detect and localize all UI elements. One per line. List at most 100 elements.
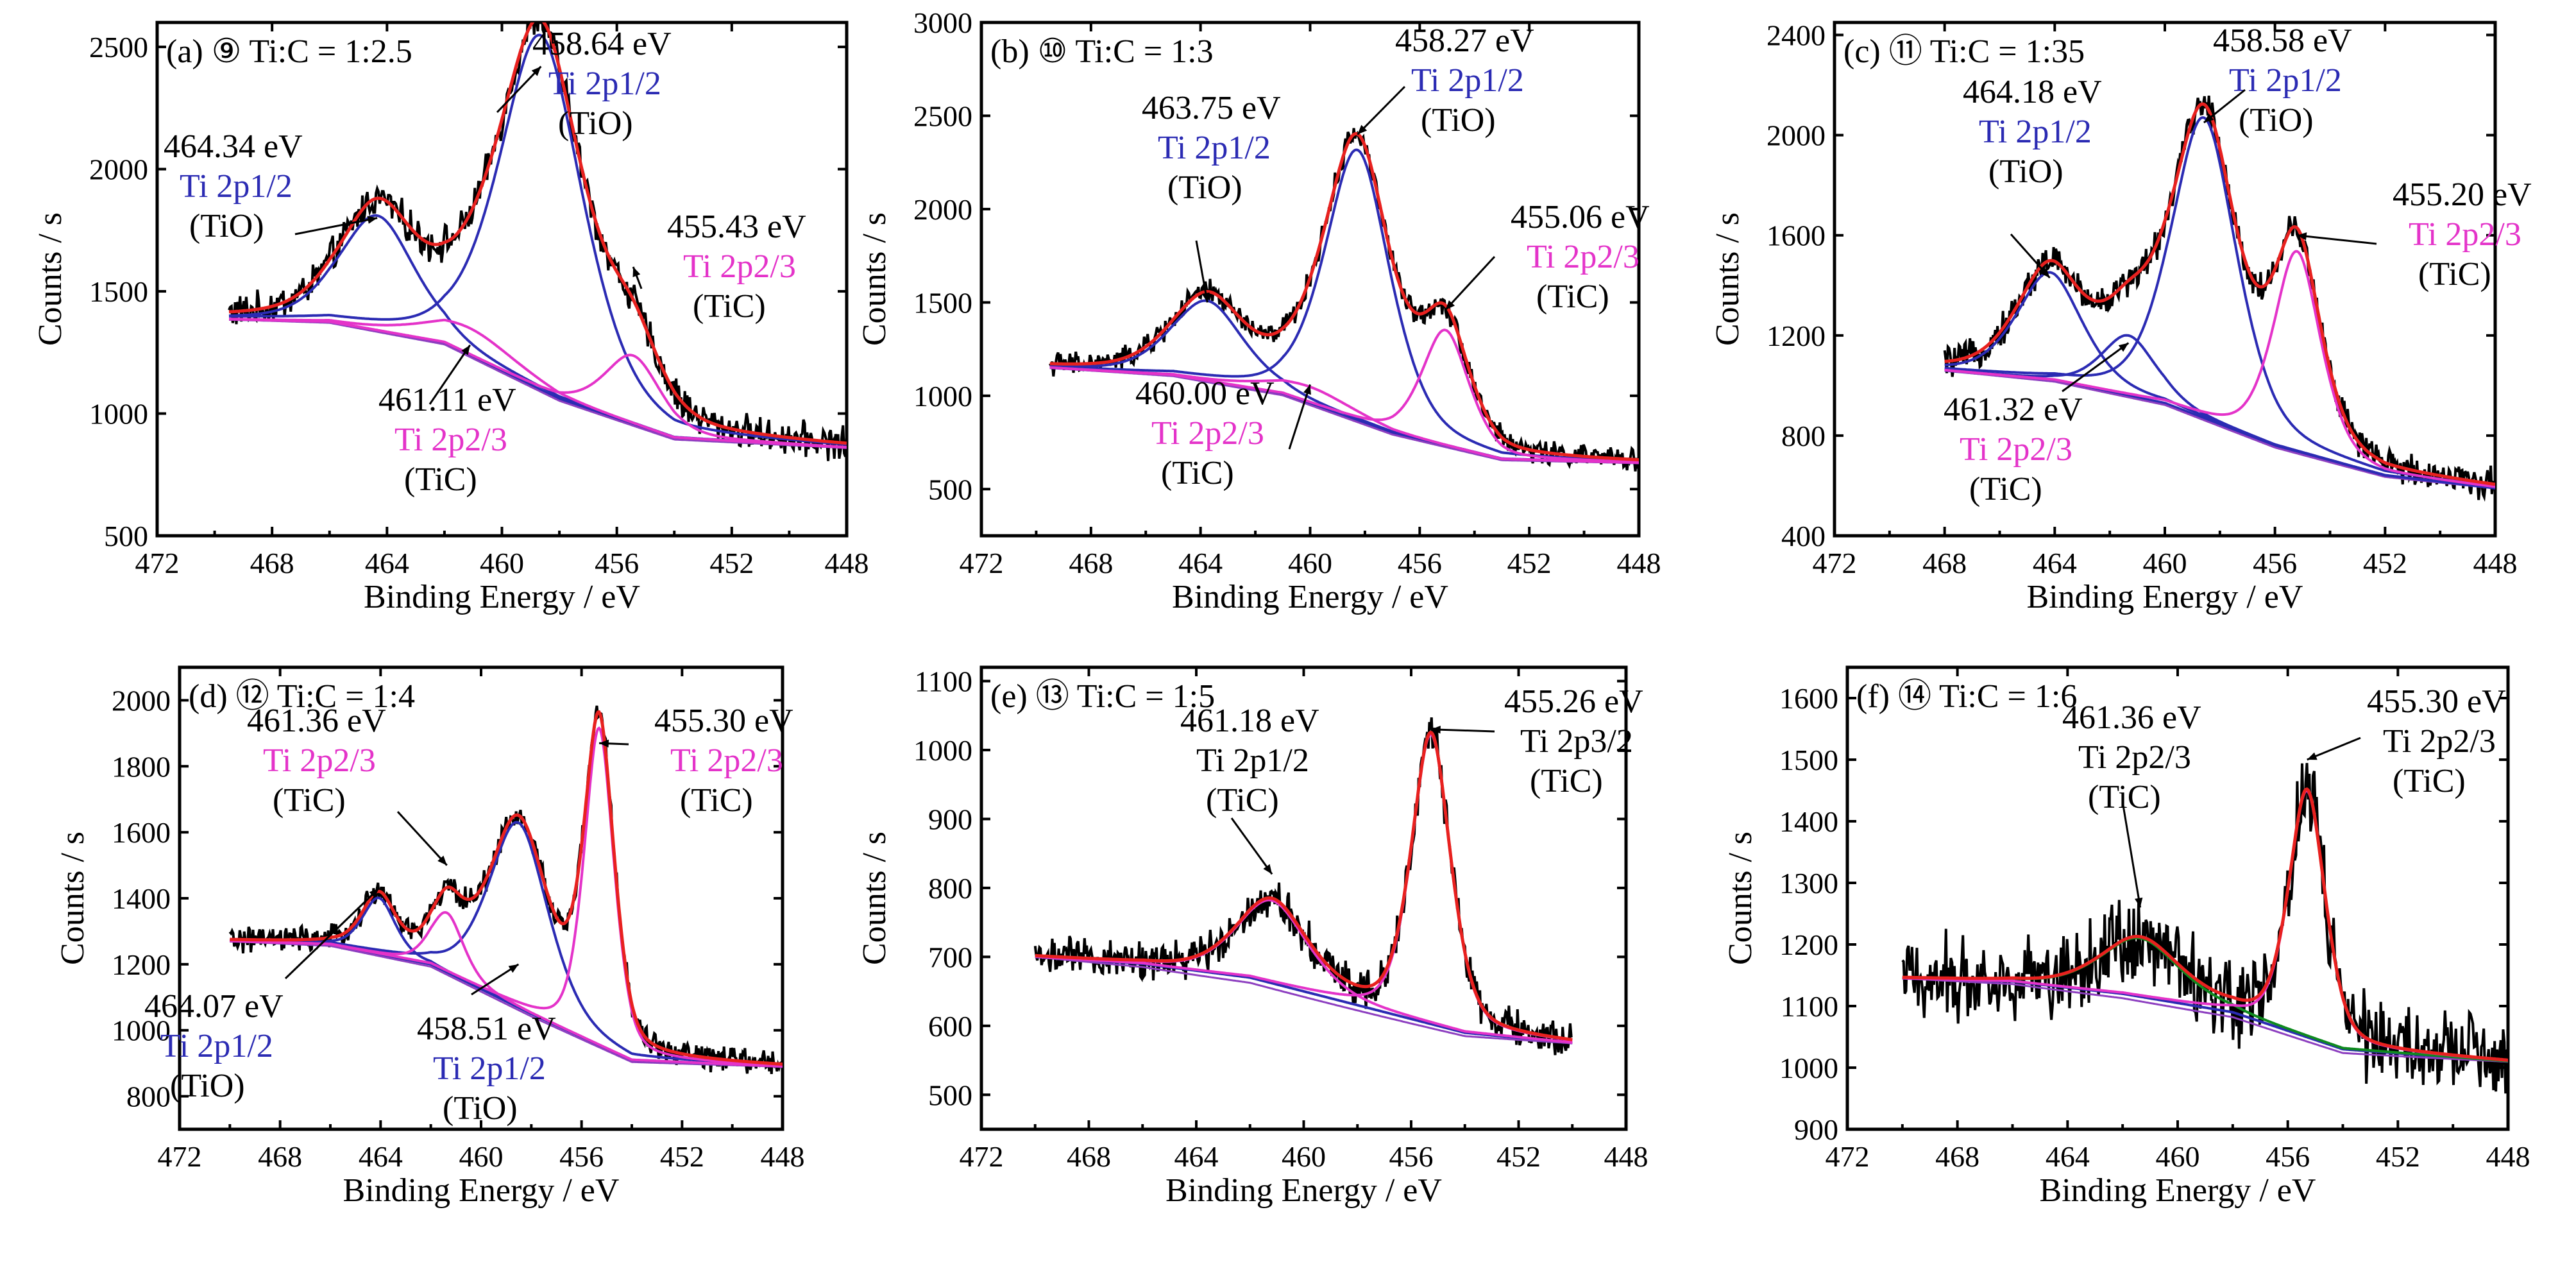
peak-phase: (TiC)	[1536, 278, 1609, 315]
annotation-arrow	[1357, 85, 1406, 135]
fit-component-455.43	[229, 318, 847, 448]
annotation-arrow	[496, 65, 542, 114]
arrow-head	[632, 266, 641, 277]
peak-phase: (TiC)	[273, 782, 346, 819]
y-tick-label: 2000	[913, 193, 972, 226]
x-tick-label: 468	[1069, 547, 1113, 579]
fit-envelope	[1035, 730, 1573, 1041]
x-tick-label: 468	[250, 547, 294, 579]
arrow-head	[1430, 725, 1441, 734]
annotation-arrow	[1195, 240, 1208, 303]
x-tick-label: 456	[559, 1140, 604, 1173]
x-tick-label: 468	[258, 1140, 302, 1173]
panel-title: (c) ⑪ Ti:C = 1:35	[1843, 33, 2085, 70]
x-axis-label: Binding Energy / eV	[364, 579, 640, 615]
peak-energy: 455.26 eV	[1504, 683, 1643, 720]
y-tick-label: 900	[928, 803, 972, 835]
peak-energy: 455.30 eV	[2367, 683, 2506, 720]
x-tick-label: 468	[1935, 1140, 1979, 1173]
background-line-2	[1035, 955, 1573, 1045]
y-tick-label: 2000	[112, 684, 171, 717]
chart-panel-f: 472 468 464 460 456 452 448 900 1000 1100 1200 1300…	[1722, 665, 2530, 1209]
composition-ratio: Ti:C = 1:2.5	[241, 33, 412, 70]
peak-annotation: 463.75 eV Ti 2p1/2(TiO)	[1142, 90, 1281, 303]
peak-assignment: Ti 2p2/3	[2078, 739, 2191, 776]
y-tick-label: 900	[1794, 1113, 1838, 1146]
peak-assignment: Ti 2p1/2	[1196, 742, 1309, 779]
peak-phase: (TiC)	[1530, 763, 1603, 799]
y-tick-label: 1300	[1779, 867, 1838, 900]
curves	[228, 22, 847, 461]
arrow-head	[461, 345, 470, 355]
peak-phase: (TiC)	[1206, 782, 1279, 819]
y-axis-label: Counts / s	[1722, 832, 1759, 965]
annotation-arrow	[1445, 255, 1496, 311]
x-tick-label: 464	[2033, 547, 2077, 579]
curves	[1901, 763, 2508, 1094]
y-axis-label: Counts / s	[55, 832, 91, 965]
annotation-arrow	[2010, 234, 2051, 279]
y-tick-label: 1800	[112, 750, 171, 783]
x-tick-label: 472	[1826, 1140, 1870, 1173]
fit-envelope	[228, 22, 847, 445]
chart-panel-e: 472 468 464 460 456 452 448 500 600 700 800 900 1000…	[856, 665, 1648, 1209]
annotation-arrow	[428, 345, 471, 405]
peak-energy: 455.30 eV	[654, 703, 793, 739]
y-tick-label: 1200	[1779, 928, 1838, 961]
annotation-arrow	[2307, 737, 2361, 761]
x-tick-label: 460	[2156, 1140, 2200, 1173]
peak-assignment: Ti 2p3/2	[1520, 723, 1633, 760]
peak-assignment: Ti 2p2/3	[683, 248, 796, 285]
x-tick-label: 452	[2376, 1140, 2420, 1173]
y-tick-label: 1600	[1767, 219, 1826, 252]
composition-ratio: Ti:C = 1:35	[1922, 33, 2085, 70]
annotation-arrow	[1430, 728, 1495, 733]
arrow-head	[1263, 864, 1273, 875]
background-line-2	[1902, 977, 2508, 1063]
y-tick-label: 2500	[89, 31, 148, 64]
x-axis-label: Binding Energy / eV	[2027, 579, 2303, 615]
arrow-head	[437, 855, 447, 866]
fit-component-461.11	[229, 318, 847, 449]
x-tick-label: 448	[2473, 547, 2518, 579]
x-tick-label: 452	[1496, 1140, 1541, 1173]
x-tick-label: 456	[595, 547, 639, 579]
peak-assignment: Ti 2p1/2	[1979, 114, 2092, 150]
peak-assignment: Ti 2p1/2	[2229, 62, 2342, 99]
x-tick-label: 464	[2046, 1140, 2090, 1173]
x-axis-label: Binding Energy / eV	[2040, 1172, 2316, 1209]
panel-label: (d)	[189, 678, 236, 715]
x-tick-label: 456	[2253, 547, 2297, 579]
y-tick-label: 1000	[913, 734, 972, 767]
chart-panel-b: 472 468 464 460 456 452 448 500 1000 1500 2000 2500…	[856, 6, 1661, 615]
peak-energy: 464.18 eV	[1963, 74, 2102, 110]
peak-assignment: Ti 2p1/2	[1158, 130, 1271, 166]
peak-phase: (TiO)	[189, 208, 264, 244]
peak-phase: (TiO)	[2239, 102, 2314, 139]
x-tick-label: 448	[2486, 1140, 2530, 1173]
arrow-head	[369, 888, 379, 898]
y-axis-label: Counts / s	[856, 212, 893, 346]
peak-assignment: Ti 2p2/3	[1960, 431, 2072, 468]
y-tick-label: 1600	[112, 816, 171, 849]
y-tick-label: 1100	[915, 665, 972, 697]
composition-ratio: Ti:C = 1:6	[1931, 678, 2077, 715]
fit-component-460	[1049, 366, 1639, 465]
panel-label: (b)	[990, 33, 1038, 70]
peak-energy: 461.36 eV	[247, 703, 386, 739]
annotation-arrow	[1230, 817, 1273, 875]
y-tick-label: 1500	[89, 275, 148, 308]
peak-annotation: 461.11 eV Ti 2p2/3(TiC)	[378, 345, 516, 498]
background-line-2	[229, 318, 847, 449]
annotation-arrow	[2062, 342, 2130, 393]
annotation-arrow	[294, 217, 378, 235]
curves	[1049, 128, 1639, 472]
peak-energy: 461.36 eV	[2062, 699, 2201, 736]
fit-envelope	[1944, 102, 2495, 486]
panel-title: (e) ⑬ Ti:C = 1:5	[990, 678, 1215, 715]
y-tick-label: 800	[126, 1080, 171, 1113]
